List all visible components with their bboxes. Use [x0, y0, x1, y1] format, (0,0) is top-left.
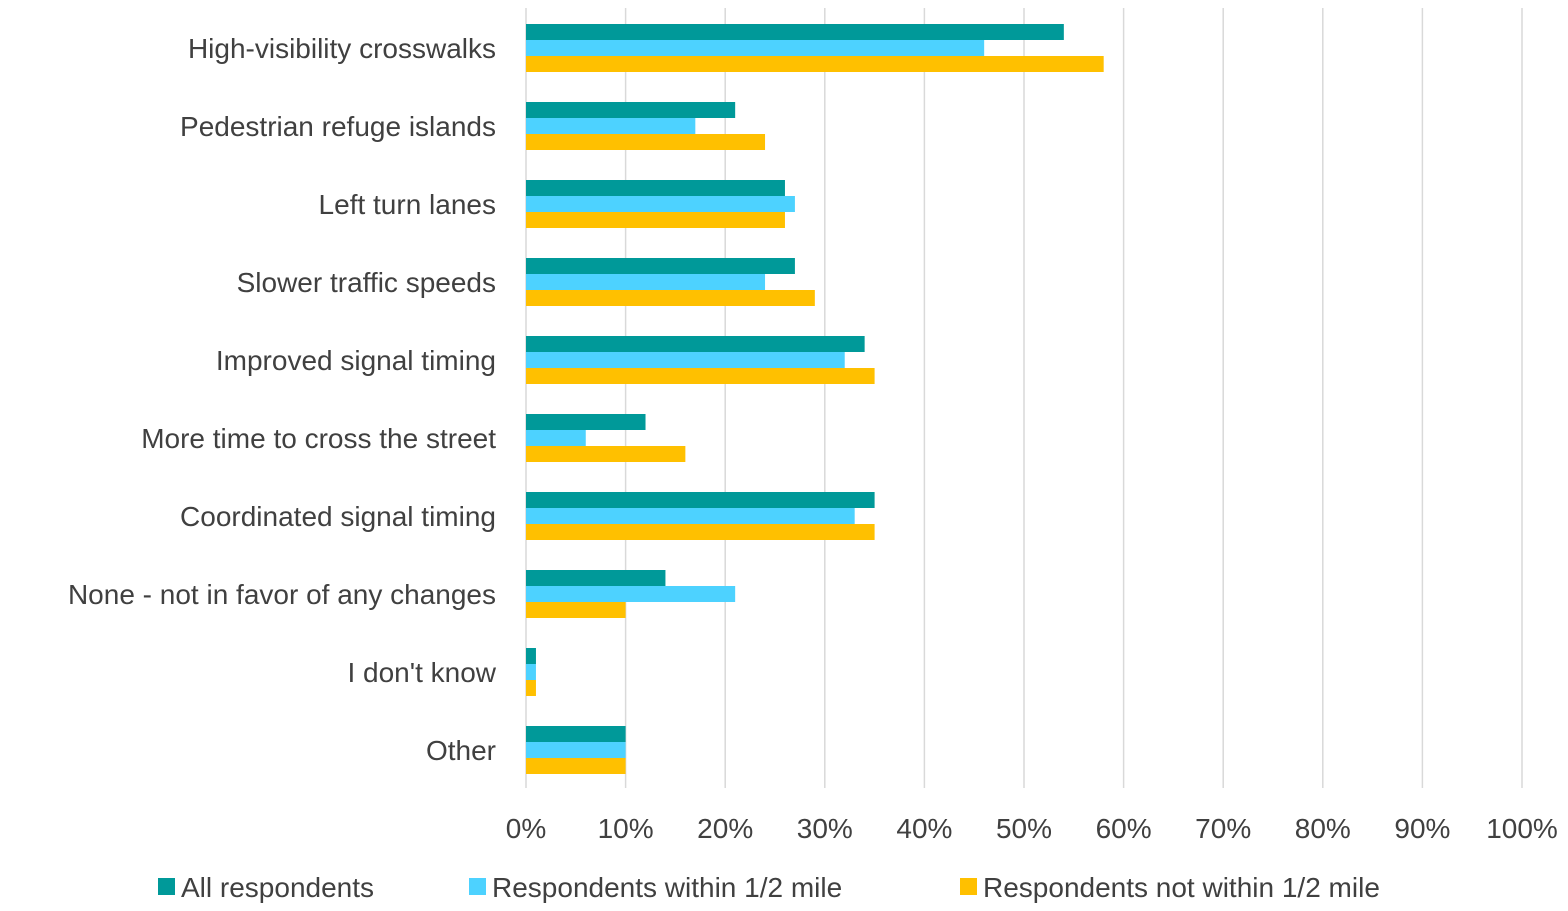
bar: [526, 258, 795, 274]
x-tick-label: 50%: [996, 813, 1052, 844]
category-label: I don't know: [347, 657, 496, 688]
category-label: Improved signal timing: [216, 345, 496, 376]
category-label: Coordinated signal timing: [180, 501, 496, 532]
bar: [526, 336, 865, 352]
category-label: Left turn lanes: [319, 189, 496, 220]
bar: [526, 648, 536, 664]
bar: [526, 368, 875, 384]
legend-swatch: [158, 878, 175, 895]
legend-swatch: [960, 878, 977, 895]
bar: [526, 602, 626, 618]
bar: [526, 414, 646, 430]
legend-swatch: [469, 878, 486, 895]
x-tick-label: 0%: [506, 813, 546, 844]
x-tick-label: 40%: [896, 813, 952, 844]
bar: [526, 290, 815, 306]
bar: [526, 118, 696, 134]
bar: [526, 570, 666, 586]
bar: [526, 726, 626, 742]
category-labels: High-visibility crosswalks Pedestrian ref…: [68, 33, 497, 766]
bar: [526, 24, 1064, 40]
x-tick-label: 20%: [697, 813, 753, 844]
bar: [526, 180, 785, 196]
x-tick-label: 60%: [1096, 813, 1152, 844]
bars: [526, 24, 1104, 774]
category-label: None - not in favor of any changes: [68, 579, 496, 610]
category-label: Slower traffic speeds: [237, 267, 496, 298]
legend-label: All respondents: [181, 872, 374, 903]
x-tick-label: 30%: [797, 813, 853, 844]
category-label: Other: [426, 735, 496, 766]
x-tick-label: 100%: [1486, 813, 1558, 844]
legend-label: Respondents not within 1/2 mile: [983, 872, 1380, 903]
legend: All respondents Respondents within 1/2 mi…: [158, 872, 1380, 903]
bar: [526, 508, 855, 524]
bar: [526, 56, 1104, 72]
bar: [526, 196, 795, 212]
bar: [526, 664, 536, 680]
x-tick-label: 90%: [1394, 813, 1450, 844]
bar: [526, 40, 985, 56]
legend-label: Respondents within 1/2 mile: [492, 872, 842, 903]
bar: [526, 586, 736, 602]
category-label: Pedestrian refuge islands: [180, 111, 496, 142]
bar: [526, 134, 766, 150]
x-tick-label: 70%: [1195, 813, 1251, 844]
category-label: High-visibility crosswalks: [188, 33, 496, 64]
bar: [526, 492, 875, 508]
bar: [526, 524, 875, 540]
category-label: More time to cross the street: [141, 423, 496, 454]
bar: [526, 274, 766, 290]
x-tick-label: 80%: [1295, 813, 1351, 844]
bar: [526, 102, 736, 118]
bar: [526, 352, 845, 368]
bar: [526, 742, 626, 758]
bar: [526, 680, 536, 696]
bar: [526, 758, 626, 774]
bar: [526, 430, 586, 446]
bar: [526, 212, 785, 228]
x-tick-label: 10%: [598, 813, 654, 844]
x-axis-tick-labels: 0% 10% 20% 30% 40% 50% 60% 70% 80% 90% 100%: [506, 813, 1558, 844]
bar: [526, 446, 686, 462]
